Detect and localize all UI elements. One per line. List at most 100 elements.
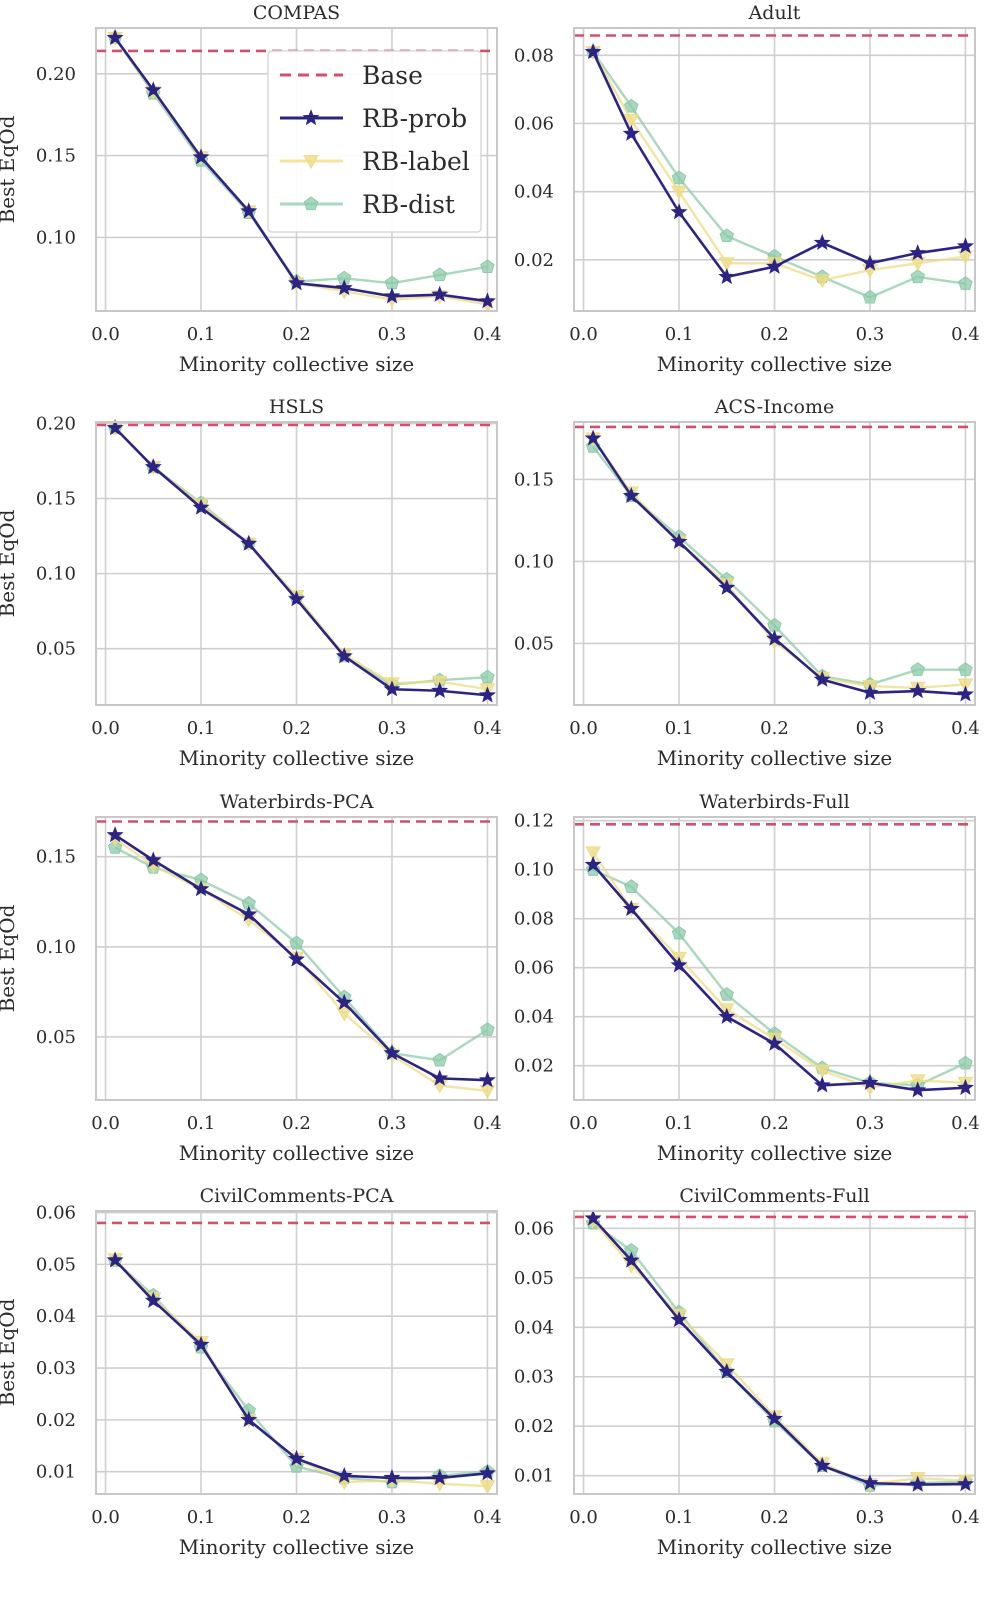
data-point [479,1480,496,1495]
x-tick-label: 0.0 [91,1507,120,1528]
x-tick-label: 0.3 [378,1113,407,1134]
data-point [240,1410,258,1428]
y-tick-label: 0.04 [514,182,554,203]
data-point [909,1475,927,1492]
y-tick-label: 0.08 [514,45,554,66]
data-point [288,590,305,607]
data-point [383,680,401,697]
y-tick-label: 0.03 [36,1358,76,1379]
data-point [240,534,258,551]
y-tick-label: 0.04 [514,1317,554,1338]
x-tick-label: 0.1 [187,1507,216,1528]
legend-label: RB-prob [362,104,467,133]
data-point [431,1069,449,1086]
data-point [192,498,210,515]
data-point [670,1310,688,1328]
data-point [383,287,401,304]
data-point [432,267,447,282]
data-point [861,683,879,700]
x-tick-label: 0.1 [187,718,216,739]
data-point [144,851,162,868]
y-tick-label: 0.20 [36,414,76,435]
data-point [584,1209,602,1226]
series-rb-prob [106,826,496,1088]
data-point [478,686,496,703]
data-point [240,202,258,219]
data-point [336,1007,353,1022]
data-point [813,233,831,250]
series-rb-prob [584,855,974,1098]
data-point [584,855,602,872]
data-point [861,254,879,271]
y-tick-label: 0.05 [36,1254,76,1275]
x-tick-label: 0.4 [951,718,980,739]
data-point [719,228,735,243]
subplot-title: ACS-Income [714,396,834,418]
data-point [956,1078,974,1095]
legend-entry-base: Base [280,61,423,90]
y-tick-label: 0.03 [514,1367,554,1388]
y-tick-label: 0.05 [514,1268,554,1289]
data-point [585,846,601,861]
subplot-civilcomments-pca: 0.0 0.1 0.2 0.3 0.4 0.01 0.02 0.03 0.04 0.05 0.06 C… [0,1185,502,1559]
series-rb-prob [106,28,496,309]
x-tick-label: 0.0 [91,324,120,345]
x-tick-label: 0.1 [665,1507,694,1528]
data-point [718,578,736,595]
subplot-acs-income: 0.0 0.1 0.2 0.3 0.4 0.05 0.10 0.15 ACS-Income Min… [514,396,980,770]
plot-frame [95,1210,498,1495]
x-axis-label: Minority collective size [657,1141,892,1165]
y-tick-label: 0.10 [36,227,76,248]
data-point [480,1022,495,1036]
legend-entry-rb-dist: RB-dist [280,190,455,219]
y-tick-label: 0.02 [36,1410,76,1431]
data-point [623,114,640,129]
data-point [718,257,735,272]
data-point [431,285,449,302]
x-tick-label: 0.0 [569,1507,598,1528]
data-point [289,935,304,950]
subplot-title: CivilComments-Full [679,1185,869,1207]
data-point [718,1007,736,1024]
y-tick-label: 0.15 [36,847,76,868]
y-axis-label: Best EqOd [0,904,19,1012]
y-axis-label: Best EqOd [0,509,19,617]
x-tick-label: 0.2 [760,324,789,345]
data-point [624,98,639,113]
subplot-adult: 0.0 0.1 0.2 0.3 0.4 0.02 0.04 0.06 0.08 Adult Mino… [514,2,980,376]
data-point [383,1469,401,1486]
x-tick-label: 0.1 [665,718,694,739]
subplot-title: CivilComments-PCA [200,1185,394,1207]
x-axis-label: Minority collective size [179,746,414,770]
data-point [431,681,449,698]
data-point [766,1409,783,1426]
y-tick-label: 0.06 [514,958,554,979]
y-tick-label: 0.08 [514,909,554,930]
series-rb-prob [584,429,974,702]
y-tick-label: 0.15 [36,489,76,510]
data-point [144,458,162,475]
data-point [144,81,162,98]
subplot-waterbirds-pca: 0.0 0.1 0.2 0.3 0.4 0.05 0.10 0.15 Waterbirds-PC… [0,791,502,1165]
y-tick-label: 0.04 [36,1306,76,1327]
data-point [432,1052,447,1067]
x-tick-label: 0.2 [760,1113,789,1134]
x-tick-label: 0.3 [378,1507,407,1528]
data-point [670,532,688,549]
data-point [288,950,305,967]
data-point [383,1044,401,1061]
data-point [670,203,688,220]
x-tick-label: 0.3 [856,1113,885,1134]
data-point [671,170,687,185]
y-tick-label: 0.04 [514,1007,554,1028]
subplot-title: HSLS [269,396,324,418]
x-tick-label: 0.1 [665,324,694,345]
y-axis-label: Best EqOd [0,1298,19,1406]
x-tick-label: 0.2 [282,1507,311,1528]
plot-frame [573,421,976,706]
x-tick-label: 0.0 [569,1113,598,1134]
y-tick-label: 0.01 [514,1466,554,1487]
y-tick-label: 0.02 [514,1056,554,1077]
data-point [106,826,124,843]
